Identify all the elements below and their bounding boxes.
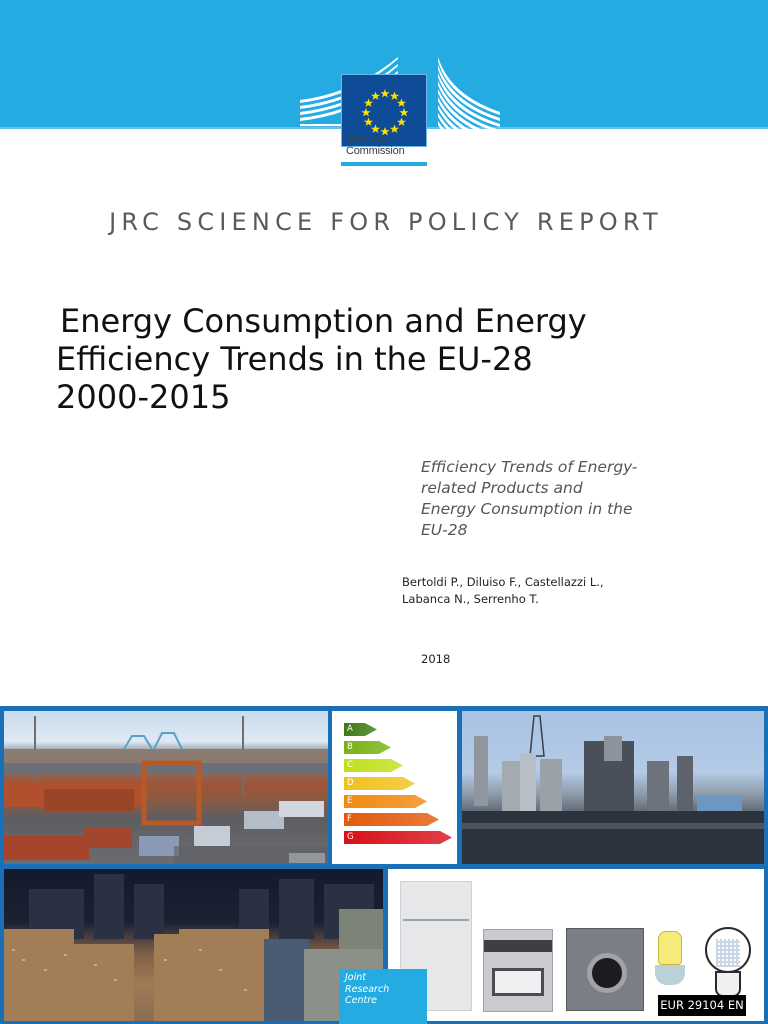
jrc-badge-text: Joint Research Centre [345, 972, 389, 1007]
title-line-1: Energy Consumption and Energy [60, 302, 587, 340]
led-bulb-icon [703, 927, 755, 1003]
energy-class-letter: D [347, 778, 354, 788]
authors: Bertoldi P., Diluiso F., Castellazzi L.,… [402, 574, 732, 608]
energy-class-g: G [344, 831, 452, 844]
berlaymont-building-icon [300, 57, 500, 169]
refinery-scene-icon [462, 715, 764, 864]
energy-class-letter: A [347, 724, 353, 734]
logo-underline [341, 162, 427, 166]
energy-class-letter: C [347, 760, 353, 770]
subtitle-line-3: Energy Consumption in the [421, 500, 633, 518]
energy-class-c: C [344, 759, 403, 772]
cooker-icon [483, 929, 553, 1012]
energy-class-letter: F [347, 814, 352, 824]
organization-name-line2: Commission [346, 145, 405, 157]
energy-class-d: D [344, 777, 415, 790]
title-line-3: 2000-2015 [56, 378, 231, 416]
authors-line-1: Bertoldi P., Diluiso F., Castellazzi L., [402, 575, 604, 589]
subtitle: Efficiency Trends of Energy- related Pro… [421, 457, 721, 541]
energy-class-f: F [344, 813, 439, 826]
energy-class-b: B [344, 741, 391, 754]
energy-label-graphic: A B C D E F G [332, 711, 457, 864]
energy-class-letter: E [347, 796, 353, 806]
port-scene-icon [4, 716, 328, 864]
subtitle-line-4: EU-28 [421, 521, 468, 539]
cfl-bulb-icon [653, 931, 687, 993]
eu-flag [341, 74, 427, 147]
energy-class-a: A [344, 723, 377, 736]
authors-line-2: Labanca N., Serrenho T. [402, 592, 539, 606]
publication-year: 2018 [421, 652, 451, 666]
organization-name: European Commission [346, 132, 405, 158]
report-number-badge: EUR 29104 EN [658, 995, 746, 1016]
report-kind: JRC SCIENCE FOR POLICY REPORT [109, 208, 663, 236]
city-scene-icon [4, 874, 383, 1021]
container-port-photo [4, 711, 328, 864]
city-night-photo [4, 869, 383, 1021]
european-commission-logo: European Commission [300, 55, 500, 170]
energy-class-letter: G [347, 832, 354, 842]
subtitle-line-2: related Products and [421, 479, 583, 497]
refinery-photo [462, 711, 764, 864]
eu-stars-icon [361, 89, 409, 136]
title-line-2: Efficiency Trends in the EU-28 [56, 340, 533, 378]
washing-machine-icon [566, 928, 644, 1011]
energy-class-letter: B [347, 742, 353, 752]
subtitle-line-1: Efficiency Trends of Energy- [421, 458, 638, 476]
organization-name-line1: European [346, 132, 393, 144]
jrc-line-2: Research [345, 983, 390, 995]
page-title: Energy Consumption and Energy Efficiency… [56, 302, 716, 416]
cover-image-mosaic: A B C D E F G [0, 706, 768, 1024]
energy-class-e: E [344, 795, 427, 808]
jrc-line-1: Joint [345, 972, 366, 983]
jrc-badge: Joint Research Centre [339, 969, 427, 1024]
jrc-line-3: Centre [345, 995, 377, 1006]
